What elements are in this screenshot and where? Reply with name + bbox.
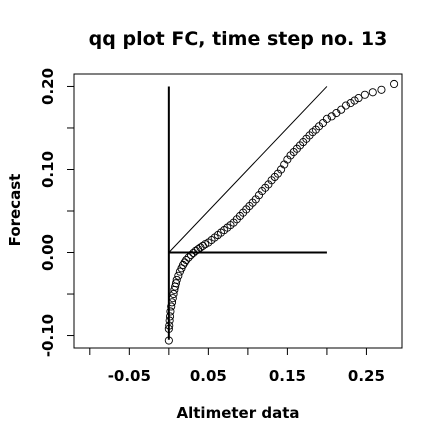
qq-point (346, 99, 355, 108)
qq-point (167, 302, 176, 311)
qq-point (165, 312, 175, 321)
x-axis-label: Altimeter data (177, 404, 300, 422)
reference-lines (167, 86, 328, 340)
x-tick-label: 0.25 (348, 367, 385, 385)
x-tick-label: -0.05 (108, 367, 151, 385)
x-tick-label: 0.15 (269, 367, 306, 385)
qq-point (377, 85, 386, 94)
qq-point (180, 258, 189, 267)
qq-point (172, 275, 181, 284)
qq-point (174, 271, 183, 280)
axis-ticks: -0.05 0.05 0.15 0.25 -0.10 0.00 0.10 0.20 (39, 68, 385, 385)
qq-point (350, 96, 359, 105)
data-points (164, 79, 399, 345)
qq-point (354, 94, 363, 103)
y-axis-label: Forecast (6, 174, 24, 247)
y-tick-label: 0.10 (39, 151, 57, 188)
identity-reference-line (168, 86, 328, 253)
qq-point (164, 336, 173, 345)
qq-point (182, 255, 191, 265)
qq-point (168, 294, 177, 303)
qq-point (171, 279, 181, 288)
chart-title: qq plot FC, time step no. 13 (89, 28, 388, 50)
qq-point (166, 307, 175, 316)
qq-point (184, 253, 193, 262)
qq-point (390, 79, 399, 89)
qq-point (164, 324, 173, 333)
qq-point (322, 114, 331, 123)
x-tick-label: 0.05 (190, 367, 227, 385)
qq-point (368, 88, 377, 97)
plot-frame (73, 73, 403, 349)
qq-point (167, 298, 177, 307)
qq-point (360, 90, 369, 99)
y-tick-label: 0.20 (39, 68, 57, 105)
qq-point (165, 316, 174, 325)
qq-point (186, 250, 196, 260)
y-tick-label: -0.10 (39, 314, 57, 357)
qq-point (337, 105, 346, 114)
qq-point (169, 289, 178, 299)
qq-point (165, 321, 174, 330)
y-tick-label: 0.00 (39, 234, 57, 271)
qq-point (341, 101, 350, 110)
